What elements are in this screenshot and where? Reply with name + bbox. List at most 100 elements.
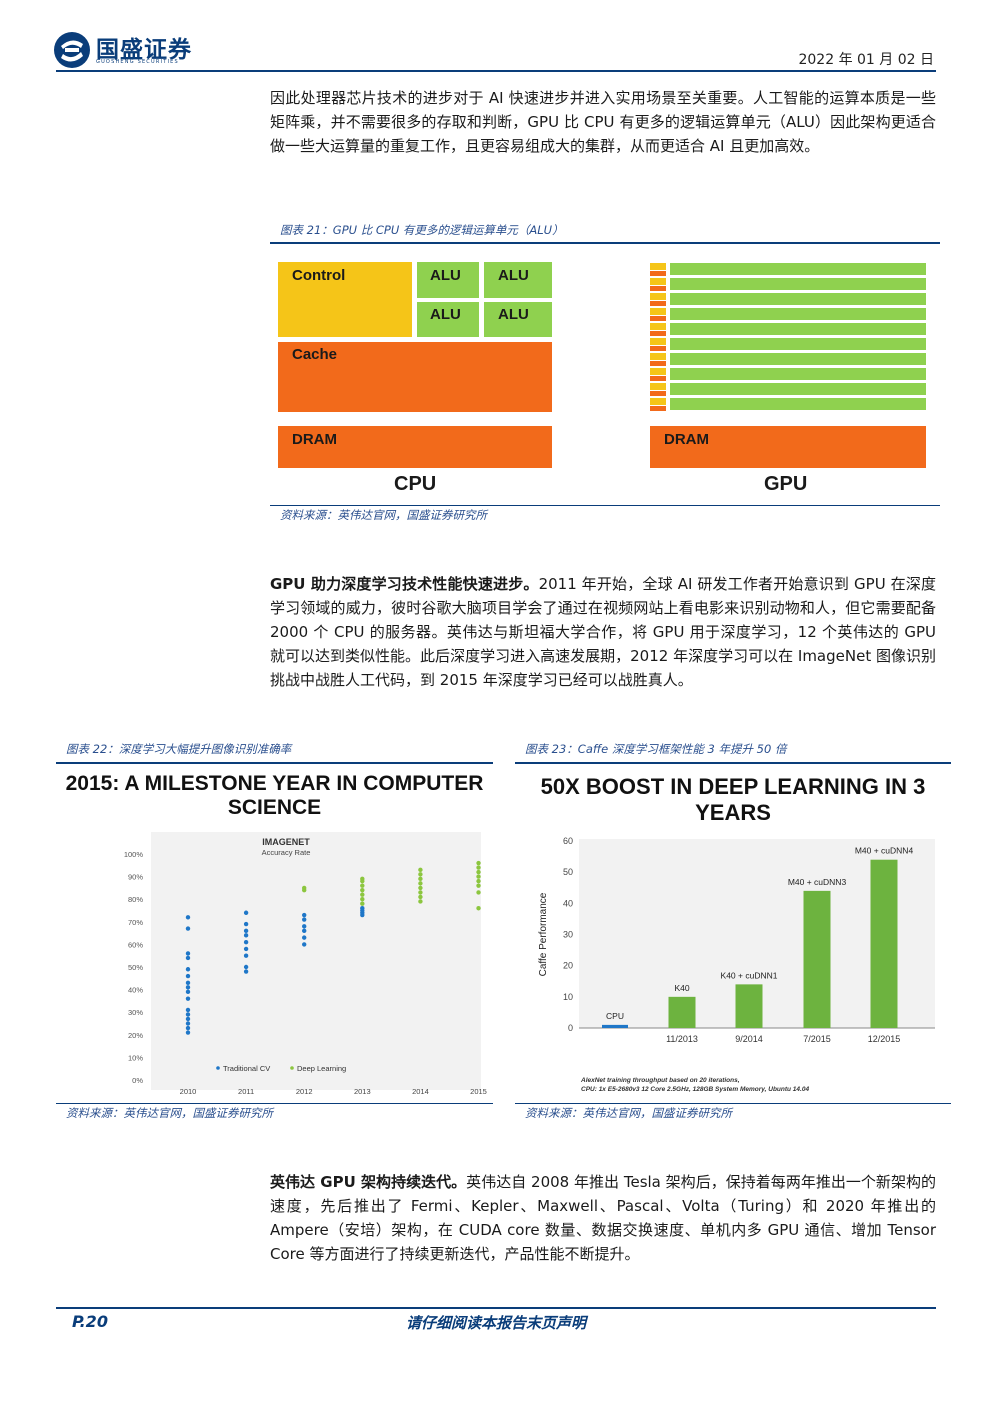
caffe-bar-chart: 0 10 20 30 40 50 60 Caffe Performance CPU K40 K40 … bbox=[538, 836, 935, 1093]
x-tick-label: 2015 bbox=[470, 1087, 487, 1096]
gpu-control-cell bbox=[650, 263, 666, 270]
data-point bbox=[302, 942, 307, 947]
bar-data-label: CPU bbox=[606, 1011, 624, 1021]
data-point bbox=[360, 883, 365, 888]
bar bbox=[602, 1024, 628, 1028]
figure-22-title: 图表 22：深度学习大幅提升图像识别准确率 bbox=[66, 742, 292, 756]
figure-21-top-rule bbox=[270, 242, 940, 244]
data-point bbox=[476, 860, 481, 866]
gpu-alu-row bbox=[670, 263, 926, 275]
figure-21-source: 资料来源：英伟达官网，国盛证券研究所 bbox=[280, 508, 487, 522]
figure-22-bottom-rule bbox=[56, 1103, 493, 1104]
bar bbox=[870, 859, 898, 1028]
caffe-chart-title: 50X BOOST IN DEEP LEARNING IN 3 YEARS bbox=[540, 774, 926, 825]
cpu-cache-block bbox=[278, 342, 552, 412]
data-point bbox=[360, 901, 365, 906]
y-tick-label: 100% bbox=[124, 850, 144, 859]
gpu-cache-cell bbox=[650, 405, 666, 411]
x-tick-label: 12/2015 bbox=[868, 1034, 901, 1044]
gpu-alu-row bbox=[670, 383, 926, 395]
chart-footnote: AlexNet training throughput based on 20 … bbox=[580, 1077, 740, 1084]
cpu-dram-block bbox=[278, 426, 552, 468]
imagenet-chart-title: 2015: A MILESTONE YEAR IN COMPUTER SCIEN… bbox=[65, 772, 484, 819]
data-point bbox=[302, 935, 307, 940]
legend-label: Traditional CV bbox=[223, 1064, 270, 1073]
brand-name: 国盛证券 bbox=[96, 37, 192, 63]
data-point bbox=[243, 969, 249, 974]
logo-mark-icon bbox=[54, 32, 90, 68]
gpu-control-cell bbox=[650, 308, 666, 315]
bar-data-label: K40 + cuDNN1 bbox=[721, 970, 778, 980]
legend-marker bbox=[290, 1066, 294, 1070]
report-date: 2022 年 01 月 02 日 bbox=[798, 52, 934, 68]
cpu-alu-label: ALU bbox=[430, 267, 461, 284]
data-point bbox=[185, 980, 191, 986]
gpu-cache-cell bbox=[650, 300, 666, 306]
paragraph-ai-chips: 因此处理器芯片技术的进步对于 AI 快速进步并进入实用场景至关重要。人工智能的运… bbox=[270, 89, 936, 155]
data-point bbox=[418, 890, 423, 895]
bar-data-label: M40 + cuDNN3 bbox=[788, 877, 847, 887]
data-point bbox=[185, 967, 191, 972]
x-tick-label: 2014 bbox=[412, 1087, 429, 1096]
data-point bbox=[243, 910, 249, 915]
data-point bbox=[243, 939, 249, 945]
gpu-cache-cell bbox=[650, 330, 666, 336]
data-point bbox=[185, 1016, 191, 1022]
y-tick-label: 0% bbox=[132, 1076, 143, 1085]
x-tick-label: 11/2013 bbox=[666, 1034, 698, 1044]
data-point bbox=[185, 989, 191, 995]
y-tick-label: 10 bbox=[563, 992, 573, 1002]
data-point bbox=[185, 955, 191, 961]
x-tick-label: 2012 bbox=[296, 1087, 313, 1096]
data-point bbox=[360, 897, 365, 902]
data-point bbox=[185, 1007, 191, 1013]
gpu-control-cell bbox=[650, 353, 666, 360]
page-number: P.20 bbox=[72, 1312, 108, 1331]
gpu-control-cell bbox=[650, 398, 666, 405]
data-point bbox=[185, 1030, 191, 1035]
gpu-cache-cell bbox=[650, 285, 666, 291]
cpu-alu-label: ALU bbox=[498, 306, 529, 323]
y-tick-label: 60 bbox=[563, 836, 573, 846]
plot-subtitle: IMAGENET bbox=[262, 837, 310, 847]
figure-23-bottom-rule bbox=[515, 1103, 951, 1104]
x-tick-label: 7/2015 bbox=[803, 1034, 831, 1044]
data-point bbox=[476, 890, 481, 895]
bar bbox=[735, 984, 763, 1028]
data-point bbox=[243, 964, 249, 970]
data-point bbox=[243, 928, 249, 934]
paragraph-gpu-deep-learning: GPU 助力深度学习技术性能快速进步。2011 年开始，全球 AI 研发工作者开… bbox=[270, 572, 936, 692]
cpu-alu-label: ALU bbox=[498, 267, 529, 284]
gpu-alu-row bbox=[670, 368, 926, 380]
data-point bbox=[302, 928, 307, 934]
header-divider bbox=[56, 70, 936, 72]
figure-23-top-rule bbox=[515, 762, 951, 764]
plot-subtitle-2: Accuracy Rate bbox=[262, 848, 311, 857]
y-tick-label: 0 bbox=[568, 1023, 573, 1033]
chart-footnote: CPU: 1x E5-2680v3 12 Core 2.5GHz, 128GB … bbox=[581, 1086, 809, 1093]
y-tick-label: 90% bbox=[128, 873, 143, 882]
data-point bbox=[185, 926, 191, 931]
gpu-dram-block bbox=[650, 426, 926, 468]
data-point bbox=[476, 874, 481, 879]
y-tick-label: 20 bbox=[563, 961, 573, 971]
y-tick-label: 10% bbox=[128, 1053, 143, 1062]
cpu-alu-block bbox=[484, 262, 552, 298]
data-point bbox=[185, 1012, 191, 1017]
data-point bbox=[243, 953, 249, 958]
legend-marker bbox=[216, 1066, 220, 1070]
data-point bbox=[185, 985, 191, 990]
data-point bbox=[418, 867, 423, 873]
cpu-alu-label: ALU bbox=[430, 306, 461, 323]
paragraph-lead: GPU 助力深度学习技术性能快速进步。 bbox=[270, 575, 539, 593]
y-tick-label: 20% bbox=[128, 1031, 143, 1040]
data-point bbox=[418, 881, 423, 886]
gpu-cache-cell bbox=[650, 360, 666, 366]
brand-subtitle: GUOSHENG SECURITIES bbox=[96, 59, 179, 65]
gpu-alu-row bbox=[670, 293, 926, 305]
gpu-core-grid bbox=[650, 262, 926, 412]
data-point bbox=[418, 872, 423, 877]
gpu-alu-row bbox=[670, 323, 926, 335]
gpu-alu-row bbox=[670, 398, 926, 410]
data-point bbox=[185, 1021, 191, 1026]
